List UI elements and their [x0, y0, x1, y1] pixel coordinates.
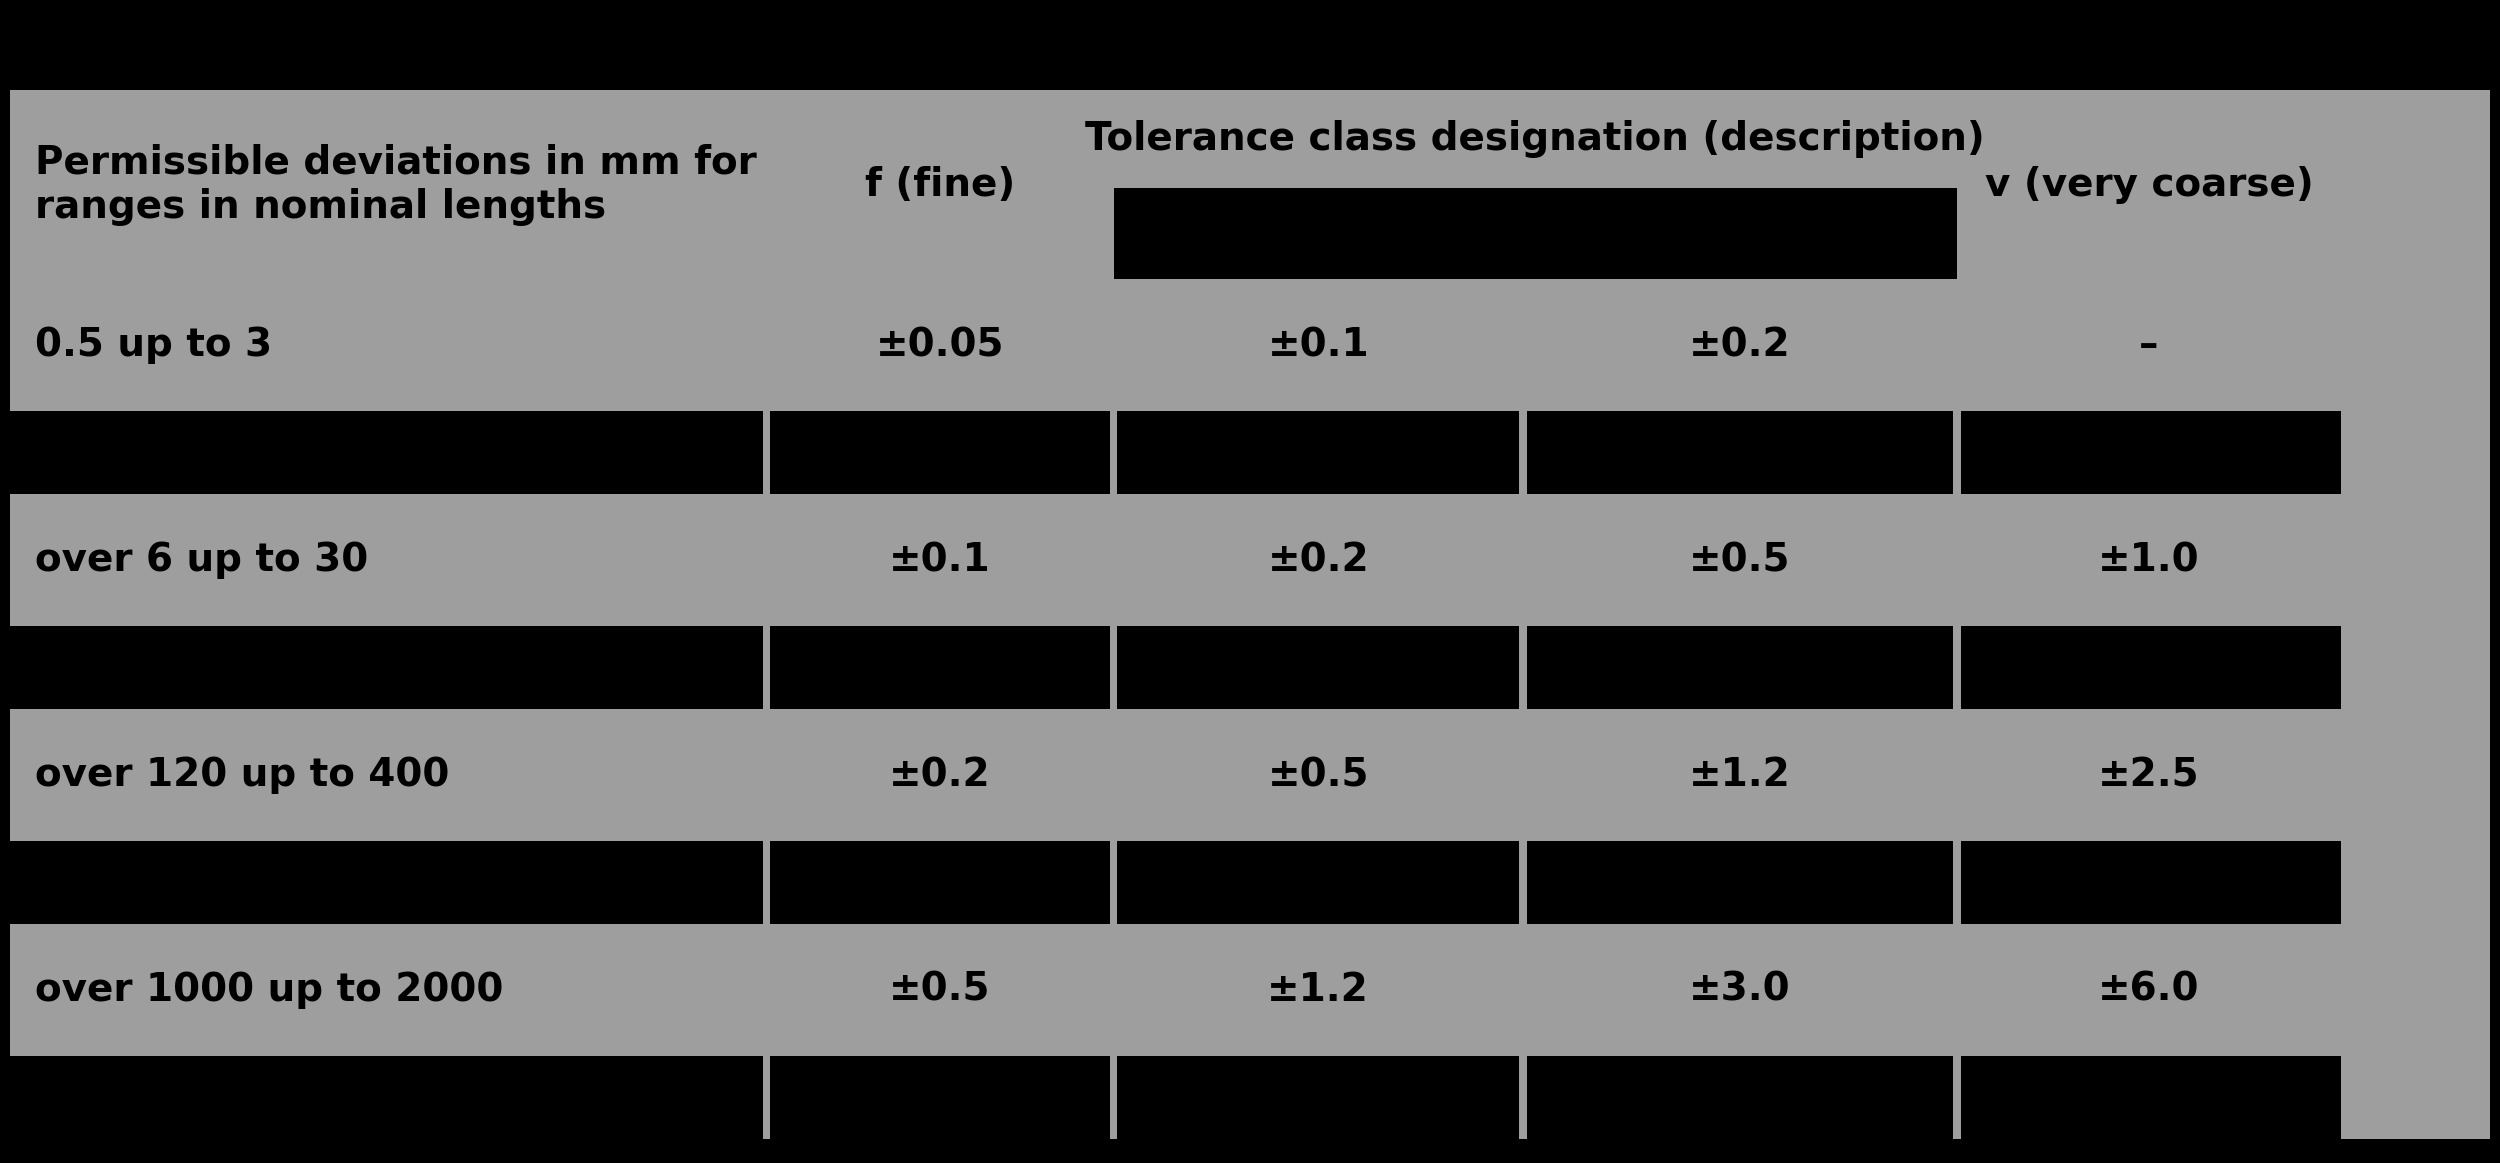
Bar [1118, 412, 1520, 494]
Bar [10, 1056, 2490, 1139]
Bar [10, 1056, 2490, 1139]
Text: ±2.5: ±2.5 [2098, 756, 2200, 794]
Bar [10, 1056, 762, 1139]
Bar [770, 1056, 1110, 1139]
Bar [770, 412, 1110, 494]
Text: ±0.1: ±0.1 [890, 541, 990, 579]
Text: ±0.5: ±0.5 [890, 971, 990, 1009]
Bar [10, 841, 762, 923]
Bar [10, 627, 762, 709]
Bar [1960, 1056, 2340, 1139]
Bar [10, 841, 2490, 923]
Bar [1112, 188, 1522, 279]
Bar [10, 412, 2490, 494]
Bar [1528, 627, 1952, 709]
Text: Tolerance class designation (description): Tolerance class designation (description… [1085, 120, 1985, 158]
Text: ±0.1: ±0.1 [1268, 327, 1370, 364]
Bar [770, 841, 1110, 923]
Bar [10, 627, 2490, 709]
Text: f (fine): f (fine) [865, 165, 1015, 204]
Bar [1522, 188, 1958, 279]
Bar [1960, 412, 2340, 494]
Bar [10, 709, 2490, 841]
Text: ±1.0: ±1.0 [2098, 541, 2200, 579]
Text: v (very coarse): v (very coarse) [1985, 165, 2312, 204]
Bar [1528, 841, 1952, 923]
Bar [770, 627, 1110, 709]
Bar [1118, 841, 1520, 923]
Text: over 1000 up to 2000: over 1000 up to 2000 [35, 971, 502, 1009]
Bar [10, 412, 2490, 494]
Bar [1528, 412, 1952, 494]
Bar [10, 90, 2490, 279]
Text: 0.5 up to 3: 0.5 up to 3 [35, 327, 272, 364]
Bar [10, 412, 762, 494]
Text: ±0.5: ±0.5 [1690, 541, 1790, 579]
Text: –: – [2140, 327, 2160, 364]
Text: ±0.2: ±0.2 [1690, 327, 1790, 364]
Text: ±1.2: ±1.2 [1690, 756, 1790, 794]
Bar [1960, 841, 2340, 923]
Text: over 120 up to 400: over 120 up to 400 [35, 756, 450, 794]
Text: ±3.0: ±3.0 [1690, 971, 1790, 1009]
Bar [10, 627, 2490, 709]
Bar [10, 279, 2490, 412]
Bar [1960, 627, 2340, 709]
Text: ±0.2: ±0.2 [890, 756, 990, 794]
Bar [1528, 1056, 1952, 1139]
Bar [1118, 1056, 1520, 1139]
Text: Permissible deviations in mm for
ranges in nominal lengths: Permissible deviations in mm for ranges … [35, 143, 758, 226]
Bar [10, 7, 2490, 90]
Bar [10, 841, 2490, 923]
Text: ±0.05: ±0.05 [875, 327, 1005, 364]
Text: ±0.2: ±0.2 [1268, 541, 1370, 579]
Text: over 6 up to 30: over 6 up to 30 [35, 541, 367, 579]
Bar [10, 494, 2490, 627]
Bar [1118, 627, 1520, 709]
Text: ±6.0: ±6.0 [2098, 971, 2200, 1009]
Bar [10, 923, 2490, 1056]
Text: ±1.2: ±1.2 [1268, 971, 1370, 1009]
Text: ±0.5: ±0.5 [1268, 756, 1370, 794]
